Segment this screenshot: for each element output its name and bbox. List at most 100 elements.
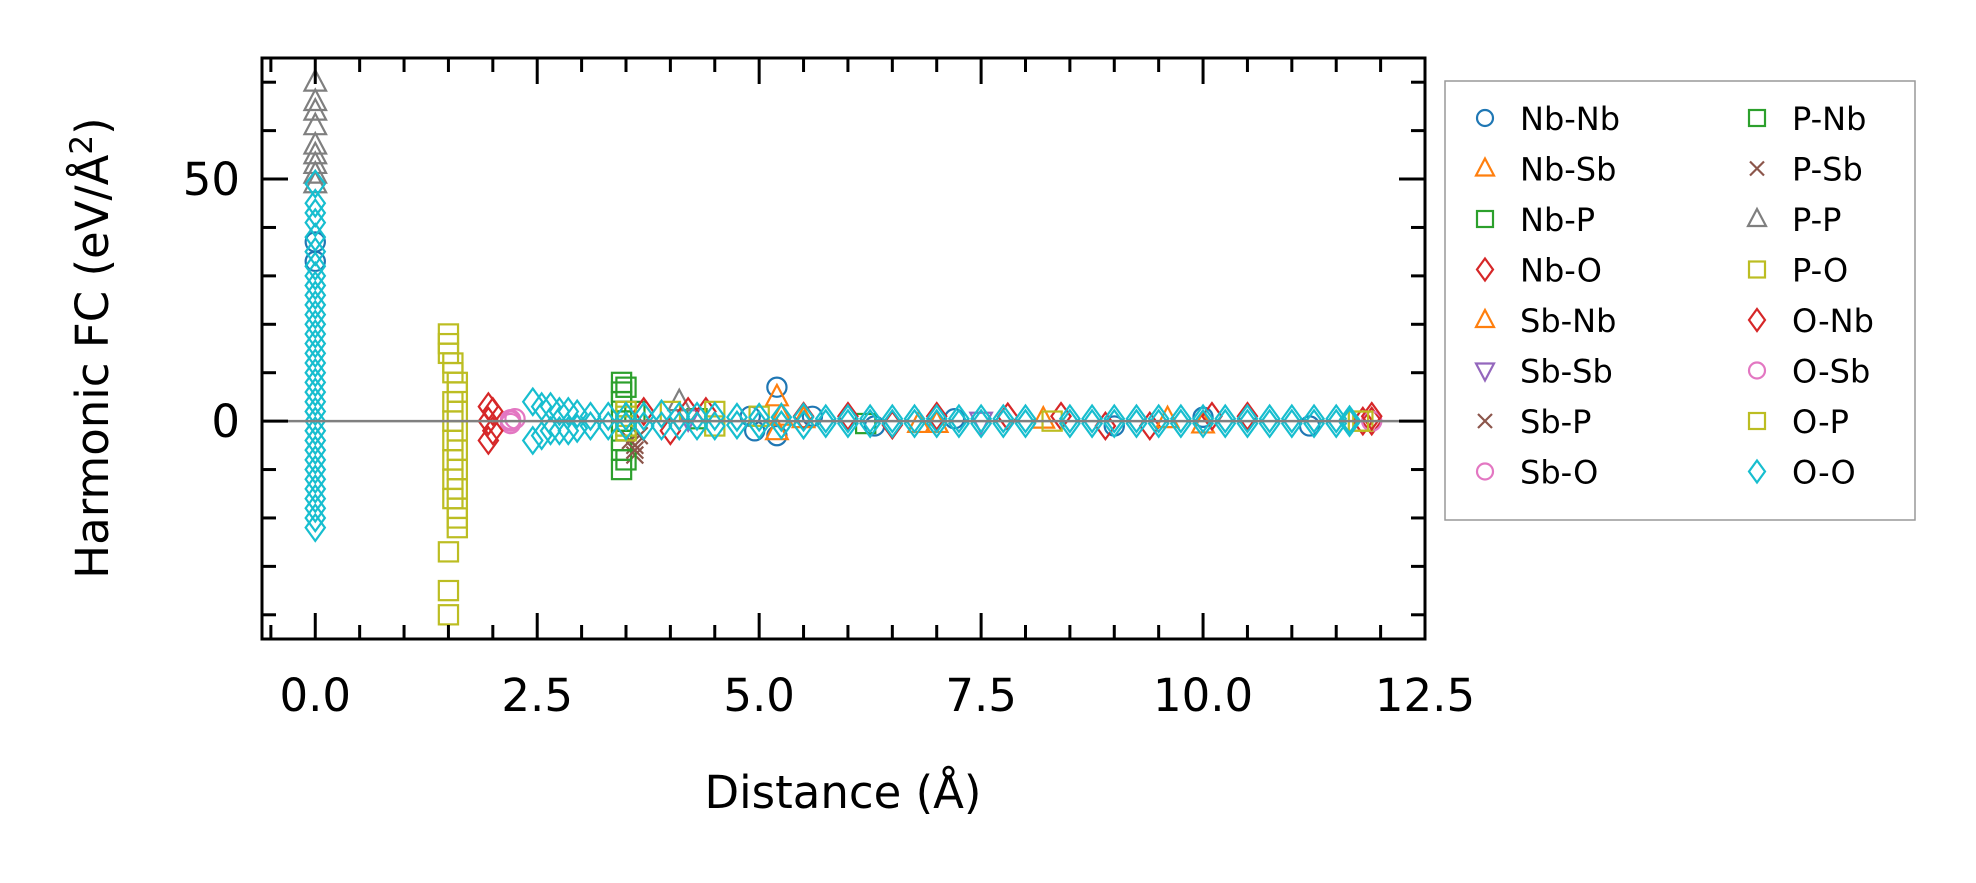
data-point <box>766 376 788 398</box>
x-tick-label: 2.5 <box>501 669 573 722</box>
data-point <box>1103 408 1126 439</box>
data-point <box>925 408 948 439</box>
series-o-sb <box>499 408 522 431</box>
data-point <box>632 396 655 427</box>
legend-item: Sb-Nb <box>1474 302 1616 340</box>
data-point <box>1214 408 1237 439</box>
data-point <box>548 415 571 446</box>
data-point <box>790 404 817 429</box>
axis-ticks <box>262 58 1425 639</box>
data-point <box>726 402 748 433</box>
legend-marker <box>1475 209 1495 229</box>
data-point <box>1258 403 1281 434</box>
data-point <box>304 328 327 359</box>
y-tick-label: 50 <box>183 153 240 206</box>
data-point <box>557 415 580 446</box>
legend-label: P-O <box>1792 252 1848 290</box>
legend-item: Nb-Nb <box>1475 100 1620 138</box>
data-point <box>615 376 637 398</box>
data-point <box>814 403 837 434</box>
data-point <box>1058 403 1081 434</box>
data-point <box>566 398 589 429</box>
legend-label: Sb-Nb <box>1520 302 1616 340</box>
data-point <box>1303 408 1325 439</box>
data-point <box>304 493 327 524</box>
data-point <box>1081 408 1104 439</box>
legend-frame <box>1444 80 1916 521</box>
data-point <box>881 403 904 434</box>
data-point <box>992 408 1015 439</box>
data-point <box>1147 403 1170 434</box>
data-point <box>764 382 790 407</box>
data-point <box>859 408 882 439</box>
data-point <box>304 406 327 437</box>
x-tick-label: 10.0 <box>1153 669 1253 722</box>
data-point <box>304 483 327 514</box>
data-point <box>304 318 327 350</box>
legend-item: P-P <box>1746 201 1841 239</box>
data-point <box>1103 403 1126 434</box>
legend-label: O-O <box>1792 454 1856 492</box>
legend-item: P-Nb <box>1747 100 1866 138</box>
y-tick-label: 0 <box>211 395 240 448</box>
data-point <box>947 403 970 434</box>
data-marks <box>302 67 1383 626</box>
data-point <box>304 396 327 427</box>
data-point <box>477 406 500 437</box>
legend-label: Sb-P <box>1520 403 1591 441</box>
data-point <box>668 401 691 432</box>
legend-label: O-Nb <box>1792 302 1874 340</box>
legend-marker <box>1474 156 1496 177</box>
legend-label: Nb-Sb <box>1520 151 1616 189</box>
data-point <box>437 604 460 626</box>
data-point <box>304 377 327 408</box>
legend-label: P-Sb <box>1792 151 1863 189</box>
legend-item: O-Nb <box>1747 302 1874 340</box>
data-point <box>530 391 553 422</box>
data-point <box>304 207 327 238</box>
data-point <box>1338 407 1361 438</box>
legend-label: Sb-Sb <box>1520 353 1613 391</box>
legend-label: O-Sb <box>1792 353 1870 391</box>
legend-item: Nb-Sb <box>1474 151 1616 189</box>
data-point <box>1338 404 1361 435</box>
data-point <box>579 401 602 432</box>
data-point <box>836 403 859 434</box>
data-point <box>597 401 620 432</box>
data-point <box>1125 408 1148 439</box>
x-axis-label: Distance (Å) <box>705 766 982 819</box>
data-point <box>992 403 1015 434</box>
data-point <box>1147 408 1170 439</box>
data-point <box>304 280 327 311</box>
data-point <box>302 87 328 112</box>
tick-labels: 0.0 2.5 5.0 7.5 10.0 12.5 0 50 <box>183 153 1475 722</box>
data-point <box>615 401 637 432</box>
data-point <box>1192 408 1215 439</box>
data-point <box>925 401 948 432</box>
data-point <box>836 408 859 439</box>
data-point <box>539 415 562 446</box>
data-point <box>1192 403 1215 434</box>
data-point <box>304 367 327 398</box>
data-point <box>1081 403 1104 434</box>
data-point <box>903 403 926 434</box>
data-point <box>477 425 500 456</box>
data-point <box>1014 408 1037 439</box>
legend: Nb-Nb Nb-Sb Nb-P Nb-O Sb-Nb Sb-Sb Sb-P Sb-O P-Nb… <box>1444 80 1916 521</box>
data-point <box>686 401 708 432</box>
data-point <box>304 251 327 282</box>
data-point <box>304 502 327 534</box>
series-o-o <box>304 168 1361 543</box>
data-point <box>304 309 327 340</box>
x-tick-label: 12.5 <box>1375 669 1475 722</box>
data-point <box>304 222 327 253</box>
series-p-p <box>302 67 692 412</box>
data-point <box>304 454 327 485</box>
legend-marker <box>1474 307 1496 329</box>
data-point <box>481 415 504 446</box>
data-point <box>304 464 327 495</box>
legend-label: Nb-Nb <box>1520 100 1620 138</box>
data-point <box>446 516 469 539</box>
data-point <box>304 425 327 456</box>
data-point <box>925 403 948 434</box>
